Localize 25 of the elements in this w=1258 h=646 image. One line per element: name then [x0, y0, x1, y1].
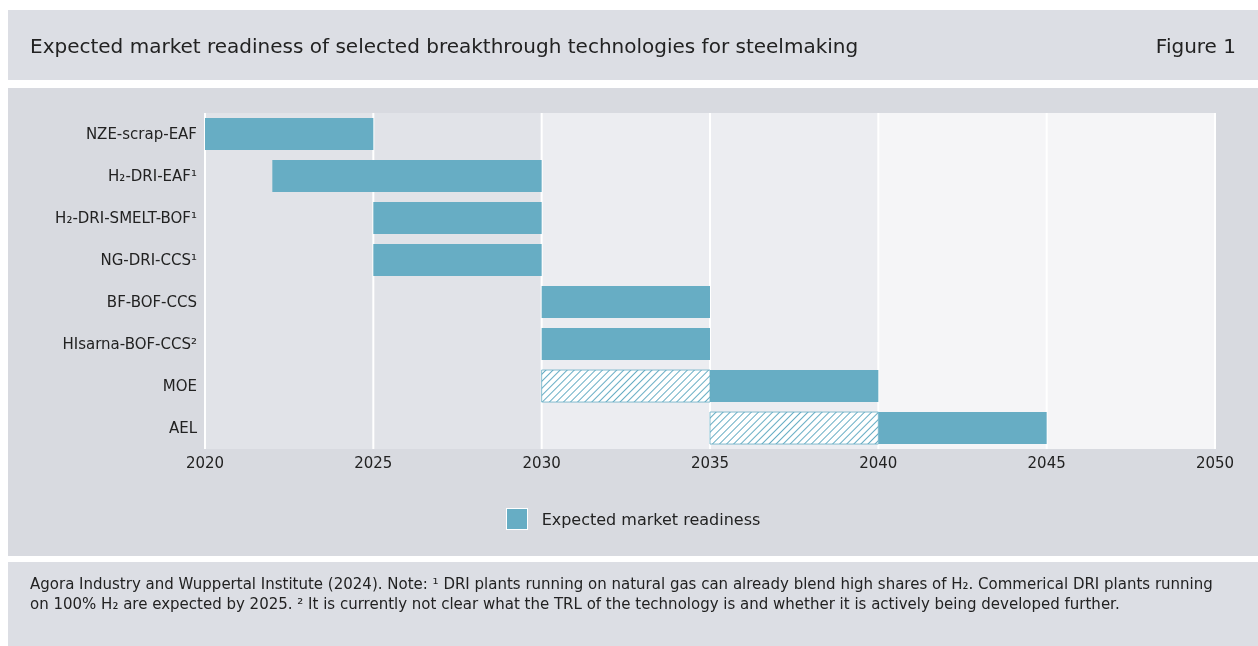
bar	[541, 286, 710, 319]
caption: Figure 1	[1155, 34, 1236, 58]
legend-label: Expected market readiness	[541, 509, 761, 529]
bar	[373, 202, 542, 235]
x-tick-label: 2050	[1195, 453, 1235, 472]
text: Agora Industry and Wuppertal Institute (2024). Note: ¹ DRI plants running on natural gas can already blend high shares of H₂. Commerical DRI plants running on 100% H₂ are expected by 2025. ² It is currently not clear what the TRL of the technology is and whether it is actively being developed further.	[30, 574, 1214, 614]
x-tick-label: 2040	[859, 453, 898, 472]
y-tick-label: MOE	[162, 377, 197, 396]
x-tick-label: 2025	[354, 453, 393, 472]
chart-title: Expected market readiness of selected breakthrough technologies for steelmaking	[30, 34, 859, 58]
y-tick-label: HIsarna-BOF-CCS²	[62, 335, 197, 354]
y-tick-label: H₂-DRI-SMELT-BOF¹	[55, 209, 197, 228]
x-tick-label: 2035	[690, 453, 730, 472]
bar	[205, 118, 374, 151]
bar	[272, 160, 542, 193]
x-tick-label: 2020	[185, 453, 225, 472]
x-tick-label: 2045	[1027, 453, 1066, 472]
y-tick-label: NG-DRI-CCS¹	[100, 251, 197, 270]
y-tick-label: NZE-scrap-EAF	[85, 125, 197, 144]
y-tick-label: AEL	[168, 419, 198, 438]
x-tick-label: 2030	[522, 453, 561, 472]
y-tick-label: BF-BOF-CCS	[106, 293, 197, 312]
y-tick-label: H₂-DRI-EAF¹	[108, 167, 197, 186]
bar	[373, 244, 542, 277]
bar	[541, 328, 710, 361]
